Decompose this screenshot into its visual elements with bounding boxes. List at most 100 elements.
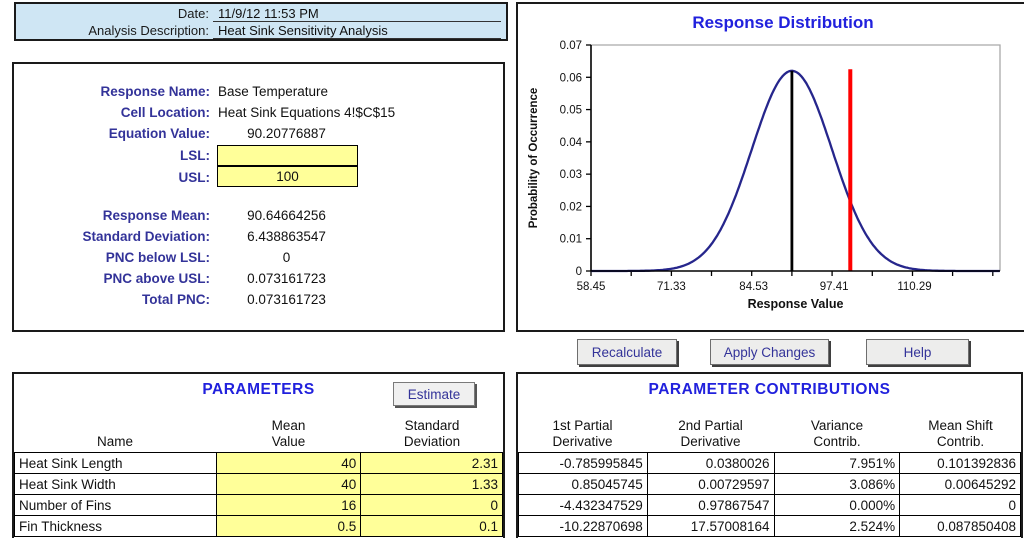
total-pnc-row: Total PNC: 0.073161723 — [14, 289, 503, 310]
equation-value-value: 90.20776887 — [247, 126, 326, 141]
svg-text:Response Value: Response Value — [748, 297, 844, 311]
contributions-title: PARAMETER CONTRIBUTIONS — [648, 381, 891, 398]
variance-contrib-cell: 2.524% — [773, 515, 901, 537]
lsl-label: LSL: — [180, 147, 210, 163]
svg-text:Probability of Occurrence: Probability of Occurrence — [528, 88, 540, 229]
usl-input[interactable] — [217, 166, 358, 187]
second-partial-cell: 0.97867547 — [646, 494, 775, 516]
mean-shift-contrib-cell: 0.087850408 — [899, 515, 1021, 537]
second-partial-cell: 0.00729597 — [646, 473, 775, 495]
response-mean-value: 90.64664256 — [247, 208, 326, 223]
lsl-row: LSL: — [14, 144, 503, 166]
first-partial-cell: -4.432347529 — [518, 494, 648, 516]
parameter-name-cell: Heat Sink Width — [14, 473, 217, 495]
contributions-table: -0.785995845 0.0380026 7.951% 0.101392836 0.… — [518, 452, 1021, 537]
svg-text:0.05: 0.05 — [560, 105, 582, 117]
response-distribution-chart: 0 0.01 0.02 0.03 0.04 0.05 0.06 0.07 58.45 71.33 8… — [528, 40, 1001, 311]
cell-location-row: Cell Location: Heat Sink Equations 4!$C$1… — [14, 102, 503, 123]
std-deviation-cell[interactable]: 0 — [360, 494, 503, 516]
svg-text:58.45: 58.45 — [577, 281, 606, 293]
svg-text:0.04: 0.04 — [560, 137, 583, 149]
help-button[interactable]: Help — [866, 339, 969, 365]
date-field[interactable]: 11/9/12 11:53 PM — [213, 6, 501, 22]
contribution-row-4: -10.22870698 17.57008164 2.524% 0.087850408 — [518, 515, 1021, 537]
mean-shift-contrib-cell: 0.101392836 — [899, 452, 1021, 474]
pnc-above-usl-row: PNC above USL: 0.073161723 — [14, 268, 503, 289]
first-partial-cell: 0.85045745 — [518, 473, 648, 495]
response-name-value: Base Temperature — [218, 84, 329, 99]
standard-deviation-label: Standard Deviation: — [82, 229, 210, 244]
cell-location-value: Heat Sink Equations 4!$C$15 — [218, 105, 396, 120]
pnc-below-lsl-value: 0 — [282, 250, 291, 265]
parameter-row-heat-sink-length: Heat Sink Length 40 2.31 — [14, 452, 503, 474]
response-panel: Response Name: Base Temperature Cell Locat… — [12, 62, 505, 332]
response-name-row: Response Name: Base Temperature — [14, 81, 503, 102]
response-mean-label: Response Mean: — [102, 208, 210, 223]
svg-text:0.03: 0.03 — [560, 169, 582, 181]
description-row: Analysis Description: Heat Sink Sensitiv… — [16, 22, 506, 39]
parameter-name-cell: Number of Fins — [14, 494, 217, 516]
column-header-deviation: Standard Deviation — [403, 418, 461, 449]
std-deviation-cell[interactable]: 0.1 — [360, 515, 503, 537]
parameters-column-headers: Name Mean Value Standard Deviation — [14, 410, 503, 450]
std-deviation-cell[interactable]: 1.33 — [360, 473, 503, 495]
response-stats: Response Mean: 90.64664256 Standard Deviat… — [14, 205, 503, 310]
svg-text:110.29: 110.29 — [897, 281, 931, 293]
description-field[interactable]: Heat Sink Sensitivity Analysis — [213, 23, 501, 39]
contribution-row-2: 0.85045745 0.00729597 3.086% 0.00645292 — [518, 473, 1021, 495]
mean-value-cell[interactable]: 16 — [215, 494, 362, 516]
description-label: Analysis Description: — [88, 23, 209, 38]
svg-text:0.01: 0.01 — [560, 234, 582, 246]
standard-deviation-value: 6.438863547 — [247, 229, 326, 244]
first-partial-cell: -10.22870698 — [518, 515, 648, 537]
svg-text:0.07: 0.07 — [560, 40, 582, 52]
mean-shift-contrib-cell: 0 — [899, 494, 1021, 516]
column-header-derivative: 2nd Partial Derivative — [678, 418, 743, 449]
column-header-derivative: 1st Partial Derivative — [552, 418, 613, 449]
analysis-header: Date: 11/9/12 11:53 PM Analysis Descript… — [14, 2, 508, 41]
pnc-below-lsl-label: PNC below LSL: — [105, 250, 210, 265]
pnc-above-usl-value: 0.073161723 — [247, 271, 326, 286]
chart-title: Response Distribution — [692, 13, 874, 32]
mean-value-cell[interactable]: 40 — [215, 473, 362, 495]
second-partial-cell: 17.57008164 — [646, 515, 775, 537]
response-mean-row: Response Mean: 90.64664256 — [14, 205, 503, 226]
parameter-name-cell: Fin Thickness — [14, 515, 217, 537]
svg-text:0: 0 — [576, 266, 582, 278]
pnc-above-usl-label: PNC above USL: — [103, 271, 210, 286]
svg-text:71.33: 71.33 — [657, 281, 686, 293]
apply-changes-button[interactable]: Apply Changes — [710, 339, 829, 365]
mean-shift-contrib-cell: 0.00645292 — [899, 473, 1021, 495]
parameter-row-number-of-fins: Number of Fins 16 0 — [14, 494, 503, 516]
parameters-table: Heat Sink Length 40 2.31 Heat Sink Width 40 1… — [14, 452, 503, 537]
parameter-name-cell: Heat Sink Length — [14, 452, 217, 474]
mean-value-cell[interactable]: 40 — [215, 452, 362, 474]
standard-deviation-row: Standard Deviation: 6.438863547 — [14, 226, 503, 247]
equation-value-label: Equation Value: — [108, 126, 210, 141]
first-partial-cell: -0.785995845 — [518, 452, 648, 474]
response-distribution-panel: Response Distribution 0 0.01 0.02 0.03 0.04 0… — [516, 2, 1024, 332]
contributions-column-headers: 1st Partial Derivative 2nd Partial Derivati… — [518, 410, 1021, 450]
lsl-input[interactable] — [217, 144, 358, 166]
contribution-row-1: -0.785995845 0.0380026 7.951% 0.101392836 — [518, 452, 1021, 474]
mean-value-cell[interactable]: 0.5 — [215, 515, 362, 537]
estimate-button[interactable]: Estimate — [393, 382, 475, 406]
recalculate-button[interactable]: Recalculate — [577, 339, 677, 365]
pnc-below-lsl-row: PNC below LSL: 0 — [14, 247, 503, 268]
response-fields: Response Name: Base Temperature Cell Locat… — [14, 81, 503, 144]
equation-value-row: Equation Value: 90.20776887 — [14, 123, 503, 144]
parameter-row-heat-sink-width: Heat Sink Width 40 1.33 — [14, 473, 503, 495]
svg-text:0.06: 0.06 — [560, 72, 582, 84]
total-pnc-value: 0.073161723 — [247, 292, 326, 307]
second-partial-cell: 0.0380026 — [646, 452, 775, 474]
std-deviation-cell[interactable]: 2.31 — [360, 452, 503, 474]
svg-text:97.41: 97.41 — [820, 281, 849, 293]
parameters-panel: PARAMETERS Estimate Name Mean Value Standar… — [12, 372, 505, 538]
svg-text:0.02: 0.02 — [560, 201, 582, 213]
variance-contrib-cell: 3.086% — [773, 473, 901, 495]
column-header-contrib: Variance Contrib. — [810, 418, 864, 449]
parameters-title: PARAMETERS — [202, 381, 315, 398]
variance-contrib-cell: 7.951% — [773, 452, 901, 474]
cell-location-label: Cell Location: — [120, 105, 210, 120]
